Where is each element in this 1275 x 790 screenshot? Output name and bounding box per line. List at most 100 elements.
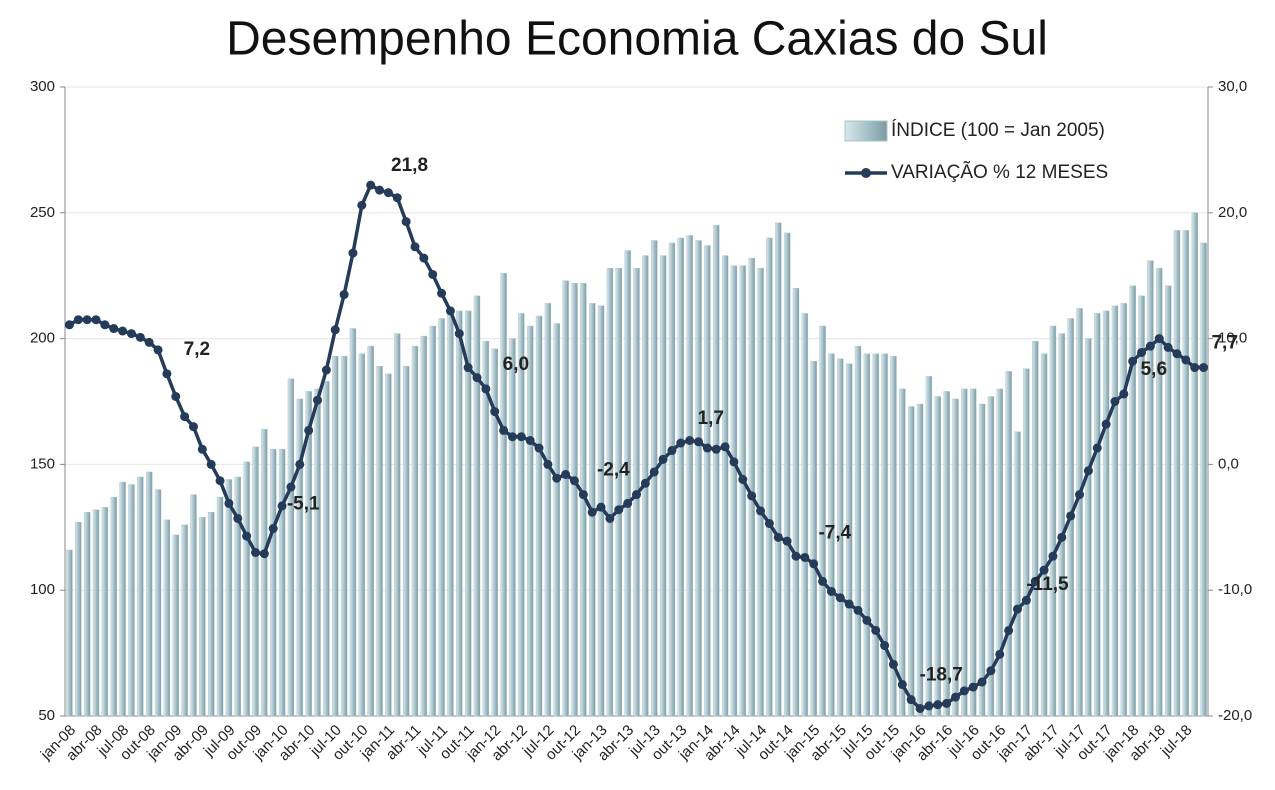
bar — [119, 481, 126, 717]
point — [295, 459, 305, 469]
bar — [385, 373, 392, 717]
bar — [1147, 260, 1154, 717]
point — [1039, 565, 1049, 575]
value-label: -18,7 — [920, 665, 963, 686]
bar — [216, 496, 224, 717]
point — [1119, 389, 1129, 399]
point — [251, 547, 260, 557]
bar — [1164, 285, 1172, 717]
point — [171, 391, 181, 401]
point — [180, 412, 190, 422]
point — [888, 659, 898, 669]
y-tick-label: 200 — [30, 330, 55, 347]
y2-tick-label: -20,0 — [1218, 707, 1252, 724]
point — [933, 700, 943, 710]
bar — [766, 237, 773, 717]
legend-label: ÍNDICE (100 = Jan 2005) — [891, 120, 1105, 141]
point — [561, 469, 571, 479]
point — [614, 505, 624, 515]
bar — [1049, 325, 1057, 717]
point — [667, 446, 677, 456]
bar — [207, 512, 215, 717]
point — [224, 498, 234, 508]
point — [1172, 349, 1182, 359]
point — [950, 692, 960, 702]
bar — [1005, 371, 1012, 717]
bar — [810, 361, 817, 717]
bar — [783, 232, 791, 717]
point — [499, 425, 509, 435]
point — [392, 193, 402, 203]
bar — [394, 333, 401, 717]
y-tick-label: 100 — [30, 581, 55, 598]
bar — [1120, 303, 1128, 717]
point — [525, 435, 535, 445]
point — [135, 332, 145, 342]
bar — [1191, 212, 1198, 717]
point — [259, 549, 269, 559]
point — [144, 337, 154, 347]
point — [756, 506, 766, 516]
bar — [500, 272, 507, 717]
point — [330, 325, 340, 335]
value-label: 5,6 — [1141, 359, 1167, 380]
point — [959, 686, 969, 696]
point — [995, 649, 1005, 659]
point — [596, 502, 606, 512]
bar — [491, 348, 498, 717]
bar — [677, 237, 685, 717]
bar — [332, 356, 339, 717]
bar — [562, 280, 569, 717]
bar — [1085, 338, 1092, 717]
point — [197, 444, 207, 454]
bar — [1076, 308, 1083, 717]
bar — [571, 283, 578, 717]
legend-swatch — [861, 168, 871, 178]
bar — [704, 245, 711, 717]
point — [357, 200, 367, 210]
bar — [287, 378, 295, 717]
point — [1030, 576, 1040, 586]
point — [233, 513, 243, 523]
point — [844, 599, 854, 609]
bar — [651, 240, 658, 717]
bar — [925, 376, 933, 717]
bar — [66, 549, 73, 717]
bar — [1138, 295, 1145, 717]
point — [720, 442, 730, 452]
y2-tick-label: 0,0 — [1218, 455, 1239, 472]
point — [1092, 443, 1102, 453]
point — [685, 435, 695, 445]
point — [1083, 466, 1093, 476]
bar — [314, 388, 321, 717]
point — [623, 498, 633, 508]
point — [1004, 625, 1014, 635]
point — [1048, 551, 1058, 561]
point — [942, 698, 952, 708]
legend-label: VARIAÇÃO % 12 MESES — [891, 161, 1108, 183]
point — [348, 248, 358, 258]
point — [242, 531, 252, 541]
point — [454, 329, 464, 339]
bar — [837, 358, 844, 717]
bar — [721, 255, 729, 717]
point — [738, 474, 748, 484]
y-tick-label: 300 — [30, 78, 55, 95]
point — [1137, 347, 1147, 357]
bar — [75, 522, 82, 717]
point — [215, 476, 225, 486]
point — [339, 290, 349, 300]
value-label: 1,7 — [698, 408, 724, 429]
point — [428, 269, 438, 279]
bar — [881, 353, 888, 717]
bar — [323, 381, 330, 717]
point — [977, 677, 987, 687]
point — [1199, 363, 1209, 373]
bar — [154, 489, 162, 717]
y2-tick-label: 30,0 — [1218, 78, 1247, 95]
bar — [101, 506, 109, 717]
point — [1128, 356, 1138, 366]
bar — [1023, 368, 1030, 717]
bar — [713, 225, 720, 717]
bar — [907, 406, 915, 717]
